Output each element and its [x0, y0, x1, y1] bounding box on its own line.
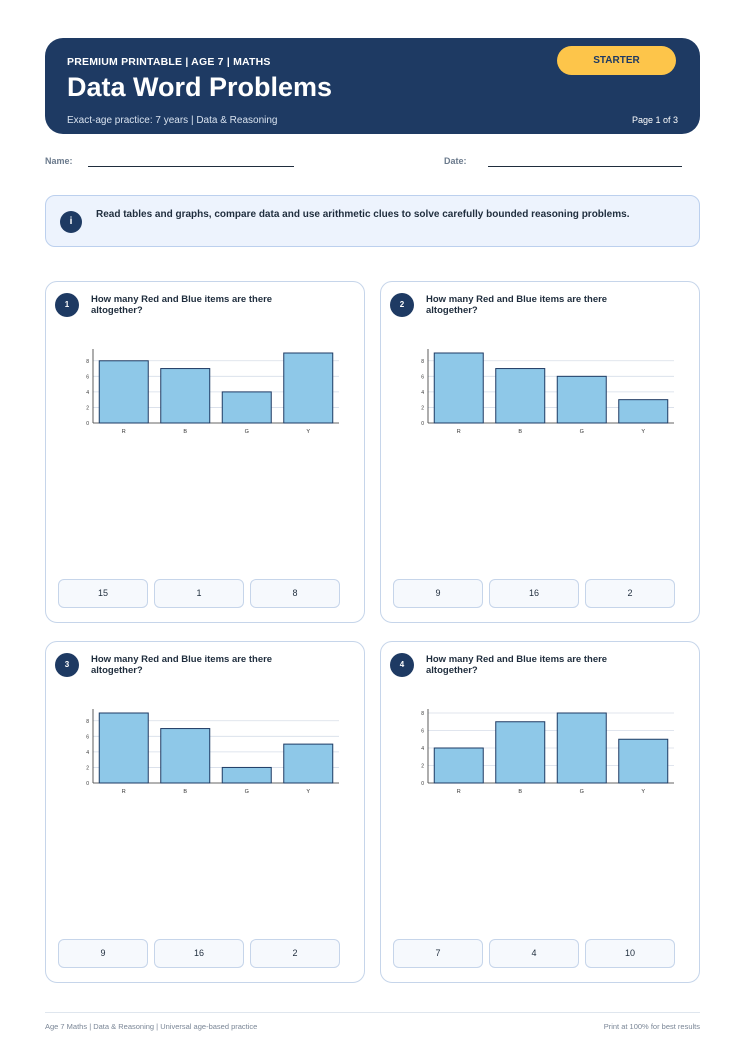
question-number: 1 [55, 293, 79, 317]
x-tick-label: Y [641, 429, 645, 435]
footer-divider [45, 1012, 700, 1013]
name-label: Name: [45, 156, 73, 166]
question-card-1: 1 How many Red and Blue items are there … [45, 281, 365, 623]
bar-Y [618, 738, 669, 784]
y-tick-label: 2 [421, 764, 424, 770]
x-tick-label: R [457, 429, 461, 435]
question-number: 4 [390, 653, 414, 677]
answer-option[interactable]: 7 [393, 939, 483, 968]
bar-chart: 0 2 4 6 8 R B G Y [86, 709, 339, 795]
x-tick-label: Y [306, 429, 310, 435]
x-tick-label: G [245, 789, 249, 795]
y-tick-label: 6 [86, 374, 89, 380]
question-card-4: 4 How many Red and Blue items are there … [380, 641, 700, 983]
bar-G [221, 391, 272, 424]
question-card-3: 3 How many Red and Blue items are there … [45, 641, 365, 983]
date-label: Date: [444, 156, 467, 166]
bar-R [98, 712, 149, 784]
footer-left-text: Age 7 Maths | Data & Reasoning | Univers… [45, 1022, 258, 1031]
bar-B [160, 728, 211, 784]
answer-option[interactable]: 8 [250, 579, 340, 608]
x-tick-label: R [122, 429, 126, 435]
name-line[interactable] [88, 166, 294, 167]
bar-chart: 0 2 4 6 8 R B G Y [421, 349, 674, 435]
x-tick-label: Y [306, 789, 310, 795]
bar-B [495, 721, 546, 784]
y-tick-label: 0 [421, 781, 424, 787]
x-tick-label: G [580, 429, 584, 435]
answer-option[interactable]: 10 [585, 939, 675, 968]
bar-Y [283, 743, 334, 784]
answer-option[interactable]: 16 [154, 939, 244, 968]
bar-B [495, 368, 546, 424]
answer-option[interactable]: 1 [154, 579, 244, 608]
header-subtitle: Exact-age practice: 7 years | Data & Rea… [67, 115, 278, 126]
bar-B [160, 368, 211, 424]
answer-option[interactable]: 2 [250, 939, 340, 968]
y-tick-label: 8 [86, 359, 89, 365]
answer-option[interactable]: 9 [58, 939, 148, 968]
question-text: How many Red and Blue items are there al… [91, 654, 273, 676]
bar-R [98, 360, 149, 424]
answer-option[interactable]: 4 [489, 939, 579, 968]
x-tick-label: G [580, 789, 584, 795]
y-tick-label: 0 [421, 421, 424, 427]
y-tick-label: 8 [86, 719, 89, 725]
y-tick-label: 0 [86, 421, 89, 427]
y-tick-label: 4 [86, 390, 89, 396]
header-kicker: PREMIUM PRINTABLE | AGE 7 | MATHS [67, 56, 271, 68]
answer-option[interactable]: 15 [58, 579, 148, 608]
level-badge: STARTER [557, 46, 676, 75]
y-tick-label: 4 [86, 750, 89, 756]
bar-chart: 0 2 4 6 8 R B G Y [86, 349, 339, 435]
x-tick-label: B [518, 789, 522, 795]
question-number: 3 [55, 653, 79, 677]
y-tick-label: 8 [421, 711, 424, 717]
x-tick-label: B [518, 429, 522, 435]
date-line[interactable] [488, 166, 682, 167]
y-tick-label: 6 [86, 734, 89, 740]
answer-option[interactable]: 9 [393, 579, 483, 608]
bar-G [221, 766, 272, 784]
question-number: 2 [390, 293, 414, 317]
y-tick-label: 8 [421, 359, 424, 365]
instructions-box: i Read tables and graphs, compare data a… [45, 195, 700, 247]
bar-Y [618, 399, 669, 424]
bar-chart: 0 2 4 6 8 R B G Y [421, 709, 674, 795]
y-tick-label: 4 [421, 746, 424, 752]
y-tick-label: 2 [86, 405, 89, 411]
question-text: How many Red and Blue items are there al… [426, 654, 608, 676]
bar-G [556, 375, 607, 424]
x-tick-label: R [457, 789, 461, 795]
y-tick-label: 2 [421, 405, 424, 411]
header-banner: PREMIUM PRINTABLE | AGE 7 | MATHS Data W… [45, 38, 700, 134]
bar-R [433, 747, 484, 784]
question-card-2: 2 How many Red and Blue items are there … [380, 281, 700, 623]
bar-Y [283, 352, 334, 424]
bar-R [433, 352, 484, 424]
answer-option[interactable]: 2 [585, 579, 675, 608]
page-title: Data Word Problems [67, 72, 333, 102]
y-tick-label: 0 [86, 781, 89, 787]
y-tick-label: 6 [421, 729, 424, 735]
x-tick-label: Y [641, 789, 645, 795]
y-tick-label: 6 [421, 374, 424, 380]
x-tick-label: B [183, 789, 187, 795]
x-tick-label: B [183, 429, 187, 435]
x-tick-label: G [245, 429, 249, 435]
question-text: How many Red and Blue items are there al… [91, 294, 273, 316]
question-text: How many Red and Blue items are there al… [426, 294, 608, 316]
y-tick-label: 2 [86, 765, 89, 771]
instructions-text: Read tables and graphs, compare data and… [96, 209, 630, 220]
answer-option[interactable]: 16 [489, 579, 579, 608]
page-number: Page 1 of 3 [631, 115, 678, 125]
info-icon: i [60, 211, 82, 233]
footer-right-text: Print at 100% for best results [603, 1022, 700, 1031]
bar-G [556, 712, 607, 784]
y-tick-label: 4 [421, 390, 424, 396]
x-tick-label: R [122, 789, 126, 795]
